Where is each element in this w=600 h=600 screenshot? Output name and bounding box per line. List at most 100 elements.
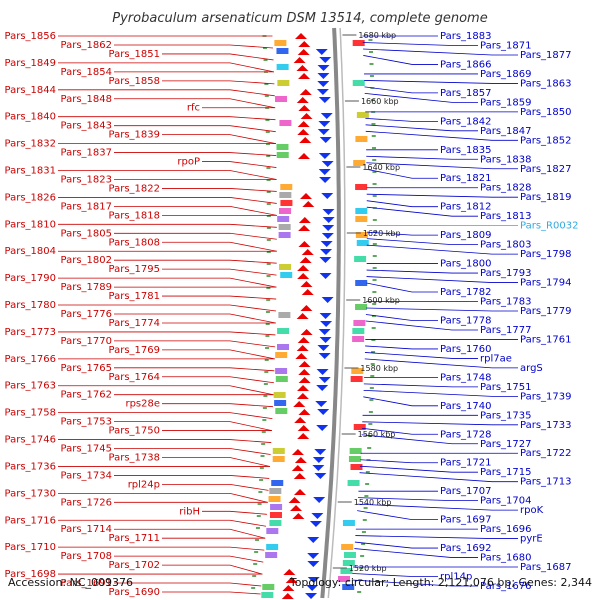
gene-arrow-left bbox=[288, 497, 301, 503]
gene-label-left: Pars_1745 bbox=[61, 444, 112, 455]
gene-box-right bbox=[355, 232, 368, 238]
gene-label-right: Pars_1721 bbox=[440, 458, 491, 469]
gene-box-right bbox=[338, 576, 351, 582]
gene-box-right bbox=[355, 184, 368, 190]
gene-arrow-left bbox=[299, 89, 312, 95]
gene-arrow-right bbox=[315, 401, 328, 407]
gene-label-right: Pars_1869 bbox=[480, 69, 531, 80]
backbone-arc bbox=[320, 27, 341, 599]
gene-box-left bbox=[271, 480, 284, 486]
leader-line-right bbox=[361, 427, 438, 435]
leader-line-left bbox=[114, 44, 274, 49]
gene-box-right bbox=[342, 560, 355, 566]
gene-box-left bbox=[277, 80, 290, 86]
gene-box-right bbox=[356, 112, 369, 118]
leader-line-left bbox=[162, 591, 261, 595]
gene-label-right: Pars_1859 bbox=[480, 97, 531, 108]
leader-line-right bbox=[366, 282, 438, 293]
gene-label-right: Pars_1707 bbox=[440, 486, 491, 497]
gene-label-left: Pars_1789 bbox=[61, 282, 112, 293]
gene-arrow-right bbox=[318, 169, 331, 175]
gene-box-left bbox=[276, 152, 289, 158]
leader-line-left bbox=[58, 116, 276, 121]
gene-label-right: Pars_1809 bbox=[440, 230, 491, 241]
gene-label-left: Pars_1844 bbox=[5, 85, 56, 96]
gene-box-left bbox=[266, 528, 279, 534]
gene-box-left bbox=[261, 592, 274, 598]
gene-box-left bbox=[279, 192, 292, 198]
gene-label-right: Pars_1850 bbox=[520, 107, 571, 118]
gene-box-right bbox=[353, 160, 366, 166]
leader-line-right bbox=[364, 358, 518, 369]
gene-box-left bbox=[280, 272, 293, 278]
gene-arrow-left bbox=[298, 361, 311, 367]
gene-box-right bbox=[355, 136, 368, 142]
gene-label-left: Pars_1795 bbox=[109, 264, 160, 275]
gene-arrow-left bbox=[298, 105, 311, 111]
label-leaders bbox=[58, 35, 518, 595]
leader-line-left bbox=[58, 385, 274, 396]
leader-line-right bbox=[359, 472, 518, 483]
gene-arrow-right bbox=[320, 113, 333, 119]
gene-label-right: Pars_1819 bbox=[520, 192, 571, 203]
gene-box-right bbox=[355, 304, 368, 310]
leader-line-left bbox=[58, 62, 275, 73]
gene-arrow-right bbox=[316, 385, 329, 391]
gene-label-left: Pars_1823 bbox=[61, 174, 112, 185]
gene-label-left: Pars_1837 bbox=[61, 148, 112, 159]
gene-arrow-right bbox=[318, 97, 331, 103]
gene-arrow-left bbox=[297, 121, 310, 127]
gene-arrow-left bbox=[298, 377, 311, 383]
gene-arrow-right bbox=[322, 225, 335, 231]
gene-label-left: Pars_1766 bbox=[5, 354, 56, 365]
leader-line-right bbox=[366, 307, 518, 312]
gene-arrow-left bbox=[297, 425, 310, 431]
leader-line-left bbox=[58, 492, 268, 503]
gene-box-right bbox=[342, 584, 355, 590]
gene-arrow-right bbox=[317, 81, 330, 87]
gene-track bbox=[261, 33, 369, 599]
gene-label-right: Pars_1813 bbox=[480, 211, 531, 222]
leader-line-right bbox=[363, 55, 438, 65]
gene-arrow-right bbox=[318, 121, 331, 127]
gene-arrow-left bbox=[300, 305, 313, 311]
gene-label-right: rpl14p bbox=[440, 572, 472, 583]
gene-label-left: Pars_1758 bbox=[5, 408, 56, 419]
gene-label-left: Pars_1738 bbox=[109, 452, 160, 463]
leader-line-left bbox=[114, 340, 276, 348]
leader-line-right bbox=[365, 314, 438, 321]
gene-box-left bbox=[272, 456, 285, 462]
gene-arrow-right bbox=[318, 329, 331, 335]
leader-line-right bbox=[365, 124, 478, 132]
gene-box-right bbox=[342, 520, 355, 526]
gene-box-left bbox=[275, 408, 288, 414]
kbp-label: 1660 kbp bbox=[361, 97, 399, 106]
gene-label-right: Pars_1748 bbox=[440, 372, 491, 383]
gene-box-right bbox=[352, 336, 365, 342]
gene-label-left: Pars_1848 bbox=[61, 94, 112, 105]
gene-arrow-left bbox=[299, 137, 312, 143]
gene-box-right bbox=[353, 320, 366, 326]
gene-label-left: Pars_1750 bbox=[109, 426, 160, 437]
gene-box-right bbox=[350, 376, 363, 382]
gene-arrow-left bbox=[282, 585, 295, 591]
gene-arrow-right bbox=[321, 161, 334, 167]
leader-line-left bbox=[114, 313, 276, 324]
gene-label-left: Pars_1736 bbox=[5, 461, 56, 472]
gene-arrow-left bbox=[297, 385, 310, 391]
gene-arrow-left bbox=[297, 433, 310, 439]
gene-arrow-right bbox=[318, 377, 331, 383]
gene-label-right: Pars_1838 bbox=[480, 154, 531, 165]
leader-line-left bbox=[114, 528, 266, 539]
gene-label-left: Pars_1831 bbox=[5, 166, 56, 177]
gene-label-left: Pars_1708 bbox=[61, 551, 112, 562]
gene-label-left: Pars_1802 bbox=[61, 255, 112, 266]
gene-arrow-right bbox=[313, 497, 326, 503]
gene-arrow-left bbox=[294, 489, 307, 495]
gene-box-left bbox=[273, 392, 286, 398]
gene-arrow-left bbox=[290, 505, 303, 511]
gene-arrow-left bbox=[302, 201, 315, 207]
gene-label-right: Pars_1713 bbox=[520, 477, 571, 488]
leader-line-left bbox=[162, 564, 263, 575]
gene-label-left: Pars_1716 bbox=[5, 515, 56, 526]
